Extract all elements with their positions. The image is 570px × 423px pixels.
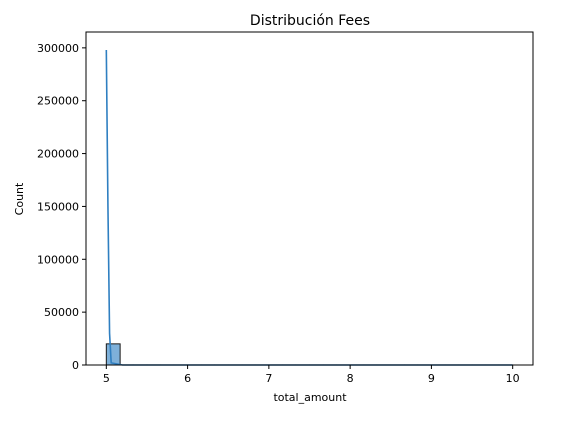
x-tick-label: 6 [184,372,191,385]
y-axis-label: Count [13,182,26,215]
y-tick-label: 0 [72,359,79,372]
x-tick-label: 5 [103,372,110,385]
y-tick-label: 300000 [37,42,79,55]
y-tick-label: 100000 [37,253,79,266]
kde-line [105,49,513,366]
y-tick-label: 200000 [37,148,79,161]
x-tick-label: 10 [506,372,520,385]
x-axis-label: total_amount [273,391,347,404]
plot-frame [85,31,534,366]
y-tick-label: 250000 [37,95,79,108]
x-axis: 5 6 7 8 9 10 [103,365,520,385]
histogram-bars [105,343,514,366]
chart-title: Distribución Fees [250,13,370,29]
histogram-bar [105,343,121,366]
y-tick-label: 150000 [37,200,79,213]
x-tick-label: 8 [347,372,354,385]
x-tick-label: 7 [265,372,272,385]
plot-area [85,31,534,366]
x-tick-label: 9 [428,372,435,385]
y-axis: 0 50000 100000 150000 200000 250000 300000 [37,42,86,372]
y-tick-label: 50000 [44,306,79,319]
